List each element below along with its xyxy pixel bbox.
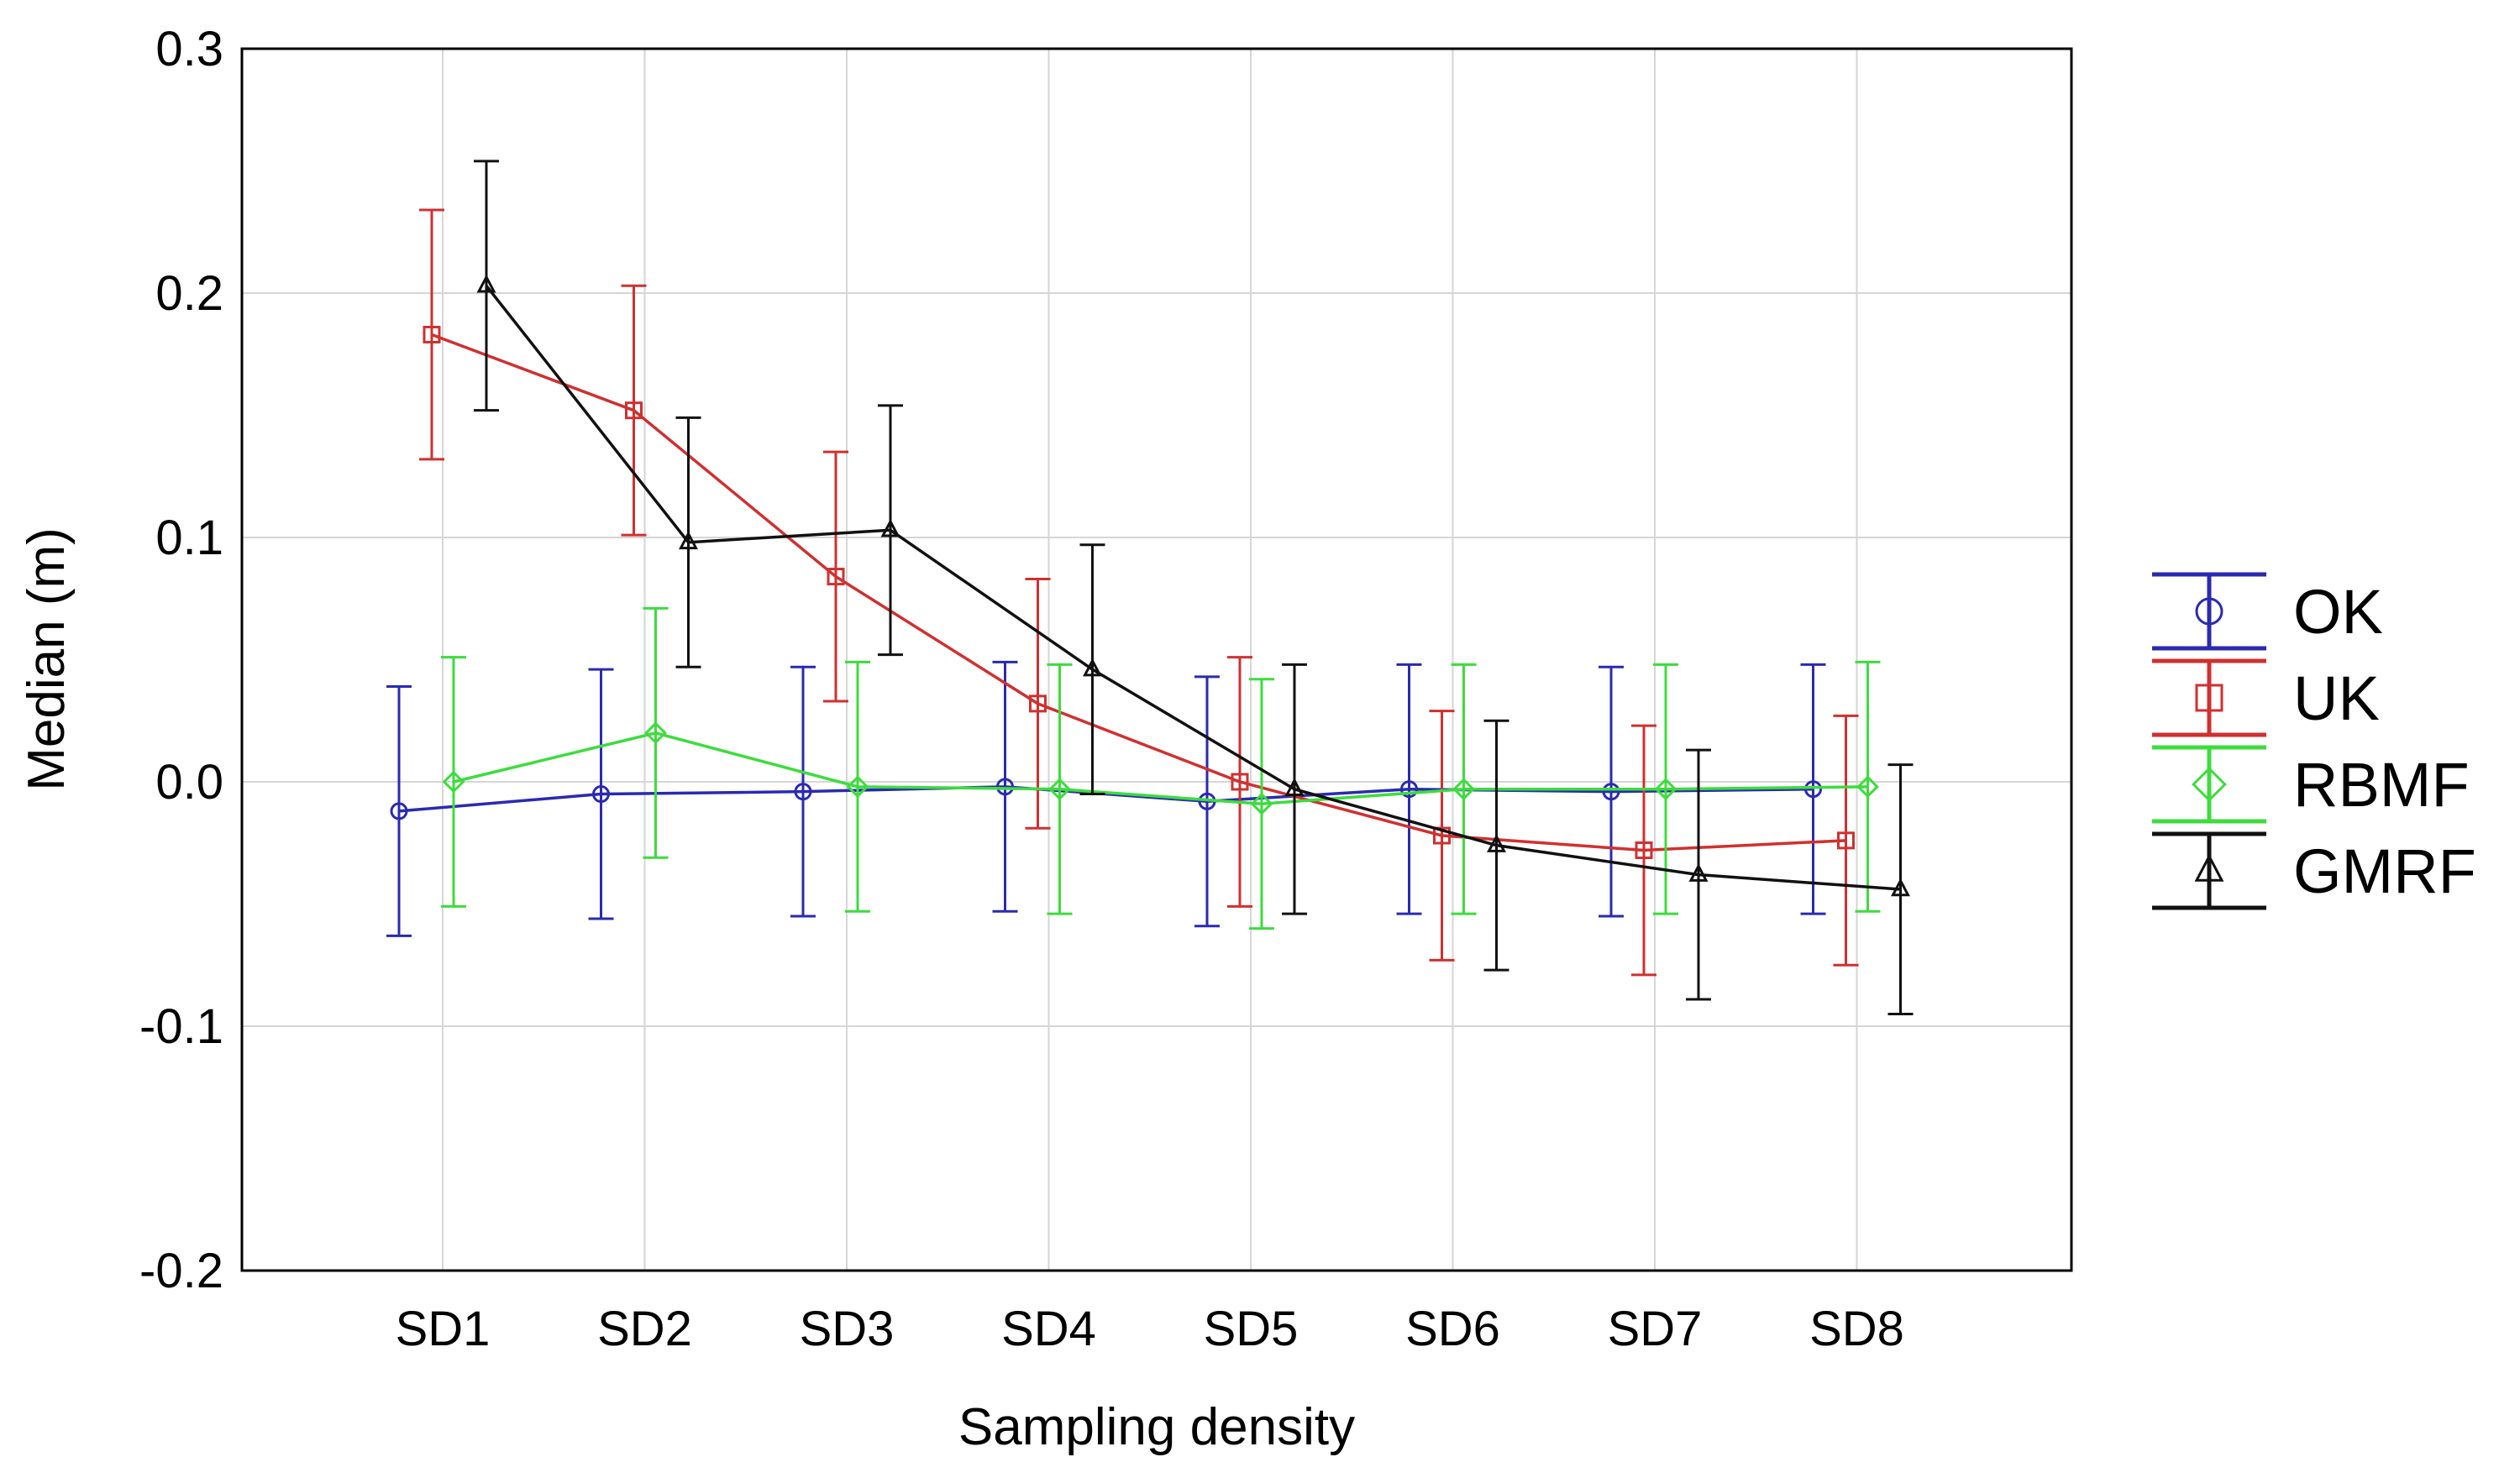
data-point-rbmf [1452,778,1475,801]
data-point-gmrf [1487,834,1506,852]
y-tick-label: 0.1 [155,511,223,565]
data-point-rbmf [1250,792,1273,815]
y-tick-label: -0.1 [139,999,223,1054]
series-rbmf [441,606,1881,930]
legend-item-ok: OK [2152,572,2383,651]
series-line-gmrf [485,285,1901,891]
data-point-rbmf [846,775,869,799]
legend: OK UK RBMF GMRF [2152,572,2476,910]
legend-marker-ok [2195,597,2223,626]
data-point-uk [1433,826,1451,845]
x-tick-label: SD2 [597,1302,692,1356]
data-point-gmrf [880,518,900,537]
data-point-ok [390,802,408,820]
data-point-uk [1029,694,1047,713]
legend-item-gmrf: GMRF [2152,831,2476,910]
x-tick-label: SD5 [1204,1302,1299,1356]
x-tick-label: SD8 [1809,1302,1904,1356]
y-tick-label: 0.0 [155,755,223,810]
data-point-gmrf [1891,878,1910,897]
legend-marker-rbmf [2192,767,2227,802]
gridlines [242,49,2071,1271]
data-point-uk [423,325,441,343]
data-point-ok [1804,780,1822,799]
y-tick-label: 0.2 [155,266,223,321]
x-tick-label: SD3 [800,1302,895,1356]
x-tick-label: SD4 [1001,1302,1096,1356]
data-point-gmrf [476,274,496,293]
legend-label-gmrf: GMRF [2293,836,2476,906]
data-point-uk [827,568,845,586]
data-point-gmrf [1688,863,1709,882]
data-point-ok [1602,783,1620,801]
legend-label-uk: UK [2293,663,2380,733]
data-point-gmrf [1083,658,1102,677]
legend-item-rbmf: RBMF [2152,745,2470,824]
legend-label-ok: OK [2293,577,2383,647]
series-line-ok [398,785,1814,813]
series-ok [386,660,1826,937]
legend-label-rbmf: RBMF [2293,750,2470,820]
series-line-uk [431,333,1846,852]
data-point-uk [1635,841,1653,859]
data-point-ok [592,785,610,804]
series-gmrf [474,160,1914,1015]
legend-item-uk: UK [2152,658,2380,737]
data-point-rbmf [442,770,465,794]
data-point-gmrf [679,531,698,550]
data-point-ok [794,783,812,801]
data-point-uk [1231,773,1249,791]
legend-marker-gmrf [2194,853,2224,882]
y-axis-title: Median (m) [18,527,76,791]
data-point-rbmf [644,721,667,745]
y-tick-label: -0.2 [139,1244,223,1298]
y-tick-label: 0.3 [155,22,223,76]
data-point-uk [1837,831,1855,850]
data-point-rbmf [1856,775,1879,799]
data-point-ok [1400,780,1418,799]
data-point-rbmf [1048,778,1071,801]
data-point-uk [625,401,643,420]
data-point-rbmf [1654,778,1677,801]
series-group [386,160,1914,1015]
plot-frame [240,47,2073,1272]
x-tick-label: SD1 [396,1302,491,1356]
data-point-ok [996,778,1014,796]
series-line-rbmf [453,731,1868,805]
x-tick-label: SD7 [1608,1302,1703,1356]
series-uk [419,208,1859,977]
axis-ticks: 0.3 0.2 0.1 0.0 -0.1 -0.2 SD1 SD2 SD3 SD4 SD5 SD6 SD… [139,22,1904,1356]
x-axis-title: Sampling density [958,1398,1355,1456]
legend-marker-uk [2195,684,2223,712]
data-point-gmrf [1284,778,1305,796]
x-tick-label: SD6 [1405,1302,1500,1356]
